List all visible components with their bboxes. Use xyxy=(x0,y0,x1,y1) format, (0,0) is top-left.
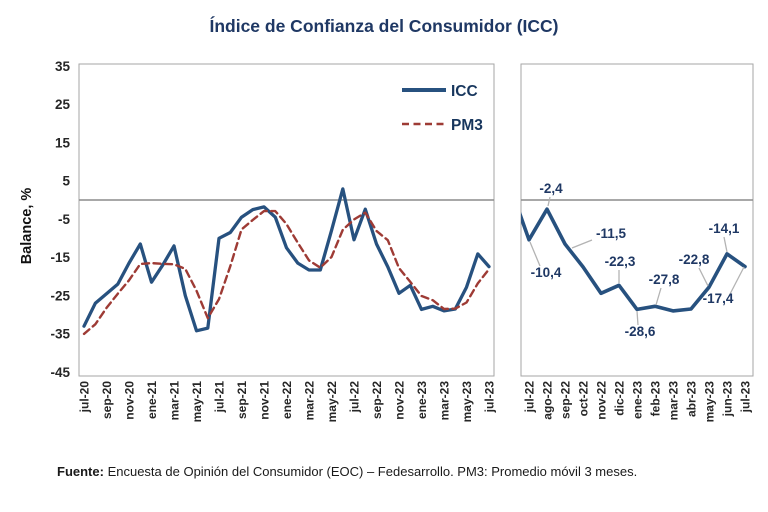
x-tick-label: sep-22 xyxy=(559,381,573,419)
data-label-leader xyxy=(529,241,541,267)
data-label: -11,5 xyxy=(596,226,627,241)
y-tick-label: 15 xyxy=(55,135,71,150)
data-label: -27,8 xyxy=(649,272,680,287)
data-label: -22,8 xyxy=(679,252,710,267)
x-tick-label: jul-22 xyxy=(523,381,537,414)
x-tick-label: mar-22 xyxy=(303,381,317,421)
data-label: -2,4 xyxy=(539,181,563,196)
x-tick-label: ene-21 xyxy=(145,381,159,419)
y-tick-label: 25 xyxy=(55,97,71,112)
x-tick-label: may-23 xyxy=(460,381,474,423)
x-tick-label: ene-23 xyxy=(415,381,429,419)
x-tick-label: abr-23 xyxy=(685,381,699,417)
chart-generated-content: 35 25 15 5 -5 -15 -25 -35 -45 jul-20 sep-20 nov-20 e… xyxy=(50,59,752,423)
y-tick-label: 35 xyxy=(55,59,71,74)
data-label: -22,3 xyxy=(605,254,636,269)
x-tick-label: dic-22 xyxy=(613,381,627,416)
data-label-leader xyxy=(547,196,551,207)
data-label: -17,4 xyxy=(703,291,734,306)
x-tick-label: nov-21 xyxy=(258,381,272,420)
data-label: -10,4 xyxy=(531,265,562,280)
x-tick-label: may-23 xyxy=(703,381,717,423)
x-tick-label: mar-21 xyxy=(168,381,182,421)
icc-line-right xyxy=(521,207,747,313)
x-tick-label: sep-20 xyxy=(100,381,114,419)
x-tick-label: ago-22 xyxy=(541,381,555,420)
x-tick-label: jul-23 xyxy=(739,381,753,414)
data-label: -14,1 xyxy=(709,221,740,236)
y-tick-label: 5 xyxy=(62,174,70,189)
icc-legend-label: ICC xyxy=(451,83,478,100)
x-tick-label: jun-23 xyxy=(721,381,735,418)
data-label-leader xyxy=(723,236,728,253)
legend: ICC PM3 xyxy=(402,83,483,134)
source-note-text: Encuesta de Opinión del Consumidor (EOC)… xyxy=(103,464,638,479)
x-tick-label: jul-21 xyxy=(213,381,227,414)
x-tick-label: feb-23 xyxy=(649,381,663,417)
data-label-leader xyxy=(636,310,639,326)
x-tick-label: may-21 xyxy=(190,381,204,423)
y-tick-label: -15 xyxy=(50,250,70,265)
left-panel-frame xyxy=(78,63,495,377)
icc-line-left xyxy=(82,187,491,333)
x-tick-label: oct-22 xyxy=(577,381,591,417)
source-note: Fuente: Encuesta de Opinión del Consumid… xyxy=(57,464,637,479)
x-tick-label: may-22 xyxy=(325,381,339,423)
data-label-leader xyxy=(728,266,745,297)
x-tick-label: nov-20 xyxy=(123,381,137,420)
x-tick-label: sep-22 xyxy=(370,381,384,419)
pm3-legend-label: PM3 xyxy=(451,117,483,134)
data-label-leader xyxy=(655,287,662,306)
x-tick-label: jul-22 xyxy=(348,381,362,414)
x-tick-label: sep-21 xyxy=(235,381,249,419)
source-note-prefix: Fuente: xyxy=(57,464,104,479)
x-tick-label: nov-22 xyxy=(595,381,609,420)
x-tick-label: nov-22 xyxy=(393,381,407,420)
y-tick-label: -25 xyxy=(50,288,70,303)
y-tick-label: -45 xyxy=(50,365,70,380)
x-tick-label: jul-20 xyxy=(78,381,92,414)
x-tick-label: mar-23 xyxy=(667,381,681,421)
data-label-leader xyxy=(698,267,709,287)
x-tick-label: jul-23 xyxy=(483,381,497,414)
data-label: -28,6 xyxy=(625,324,656,339)
x-tick-label: ene-23 xyxy=(631,381,645,419)
x-tick-label: mar-23 xyxy=(438,381,452,421)
y-tick-label: -5 xyxy=(58,212,70,227)
y-tick-label: -35 xyxy=(50,327,70,342)
pm3-line-left xyxy=(82,209,491,336)
data-label-leader xyxy=(571,239,593,249)
chart-title: Índice de Confianza del Consumidor (ICC) xyxy=(209,16,559,36)
x-tick-label: ene-22 xyxy=(280,381,294,419)
